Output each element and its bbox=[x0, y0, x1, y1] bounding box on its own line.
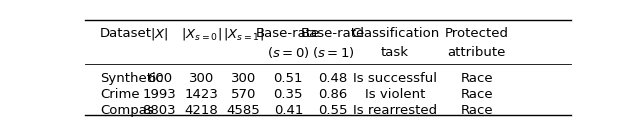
Text: Crime: Crime bbox=[100, 88, 140, 101]
Text: Compas: Compas bbox=[100, 104, 154, 117]
Text: 0.55: 0.55 bbox=[318, 104, 348, 117]
Text: 600: 600 bbox=[147, 72, 172, 85]
Text: 1423: 1423 bbox=[184, 88, 218, 101]
Text: Race: Race bbox=[461, 72, 493, 85]
Text: Is successful: Is successful bbox=[353, 72, 437, 85]
Text: 4585: 4585 bbox=[227, 104, 260, 117]
Text: 0.48: 0.48 bbox=[318, 72, 348, 85]
Text: 8803: 8803 bbox=[143, 104, 176, 117]
Text: 0.35: 0.35 bbox=[273, 88, 303, 101]
Text: 570: 570 bbox=[231, 88, 257, 101]
Text: Race: Race bbox=[461, 88, 493, 101]
Text: $|X_{s=0}|$: $|X_{s=0}|$ bbox=[181, 26, 222, 42]
Text: 300: 300 bbox=[189, 72, 214, 85]
Text: Race: Race bbox=[461, 104, 493, 117]
Text: 0.51: 0.51 bbox=[273, 72, 303, 85]
Text: $|X_{s=1}|$: $|X_{s=1}|$ bbox=[223, 26, 264, 42]
Text: Is rearrested: Is rearrested bbox=[353, 104, 437, 117]
Text: Synthetic: Synthetic bbox=[100, 72, 163, 85]
Text: 0.41: 0.41 bbox=[274, 104, 303, 117]
Text: Base-rate: Base-rate bbox=[301, 27, 365, 40]
Text: task: task bbox=[381, 46, 409, 59]
Text: 4218: 4218 bbox=[185, 104, 218, 117]
Text: $|X|$: $|X|$ bbox=[150, 26, 168, 42]
Text: Base-rate: Base-rate bbox=[256, 27, 321, 40]
Text: attribute: attribute bbox=[447, 46, 506, 59]
Text: 1993: 1993 bbox=[143, 88, 176, 101]
Text: Protected: Protected bbox=[445, 27, 509, 40]
Text: Dataset: Dataset bbox=[100, 27, 152, 40]
Text: Is violent: Is violent bbox=[365, 88, 425, 101]
Text: 0.86: 0.86 bbox=[318, 88, 348, 101]
Text: $(s = 0)$: $(s = 0)$ bbox=[267, 45, 310, 59]
Text: 300: 300 bbox=[231, 72, 256, 85]
Text: $(s = 1)$: $(s = 1)$ bbox=[312, 45, 355, 59]
Text: Classification: Classification bbox=[351, 27, 439, 40]
